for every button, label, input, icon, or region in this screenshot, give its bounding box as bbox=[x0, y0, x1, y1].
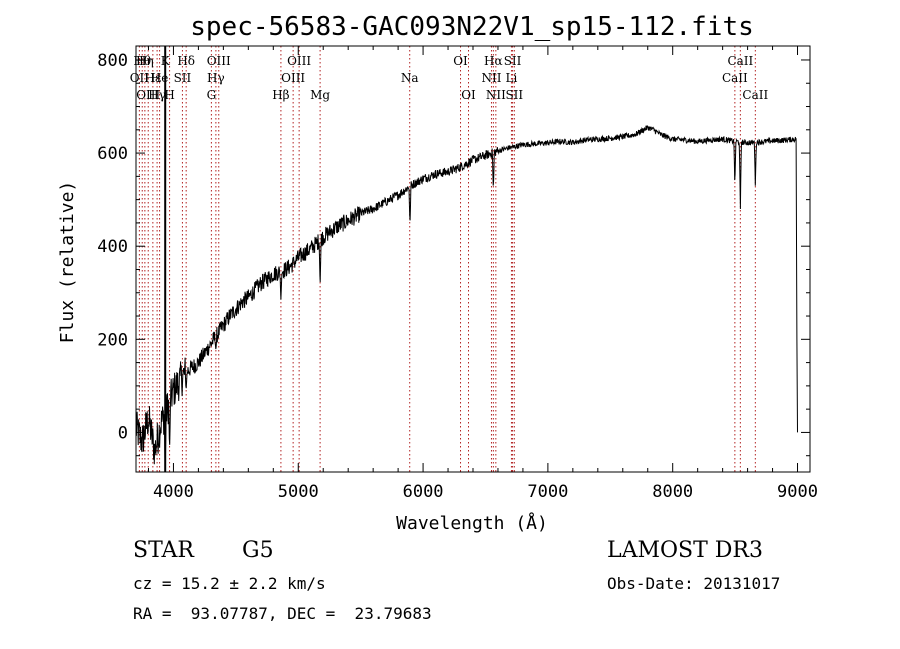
survey-name: LAMOST DR3 bbox=[607, 538, 763, 563]
x-tick-label: 9000 bbox=[777, 482, 818, 502]
line-label-hγ: Hγ bbox=[148, 88, 166, 102]
x-tick-label: 7000 bbox=[527, 482, 568, 502]
x-axis-label: Wavelength (Å) bbox=[396, 512, 548, 534]
line-label-g: G bbox=[207, 88, 217, 102]
y-tick-label: 0 bbox=[118, 423, 128, 443]
object-subclass: G5 bbox=[242, 538, 274, 563]
line-label-hδ: Hδ bbox=[177, 54, 195, 68]
x-tick-label: 8000 bbox=[652, 482, 693, 502]
line-label-he: He bbox=[151, 71, 169, 85]
obs-date: Obs-Date: 20131017 bbox=[607, 574, 781, 593]
line-label-oiii: OIII bbox=[136, 88, 160, 102]
spectral-line-labels: OIIHθHηOIIIHεHγHeKHSIIHδGHγOIIIHβOIIIOII… bbox=[130, 54, 769, 102]
line-label-sii: SII bbox=[505, 88, 523, 102]
line-label-oii: OII bbox=[130, 71, 150, 85]
line-label-li: Li bbox=[506, 71, 518, 85]
line-label-mg: Mg bbox=[310, 88, 330, 102]
line-label-nii: NII bbox=[481, 71, 501, 85]
y-tick-label: 600 bbox=[97, 144, 128, 164]
spectrum-series bbox=[135, 125, 798, 470]
x-axis-ticks: 4000 5000 6000 7000 8000 9000 bbox=[147, 46, 818, 502]
line-label-oiii: OIII bbox=[207, 54, 231, 68]
line-label-h: H bbox=[164, 88, 174, 102]
line-label-caii: CaII bbox=[722, 71, 748, 85]
line-label-hε: Hε bbox=[145, 71, 162, 85]
spectral-line-markers bbox=[138, 46, 756, 472]
spectrum-line bbox=[135, 125, 798, 470]
line-label-oi: OI bbox=[461, 88, 476, 102]
line-label-hη: Hη bbox=[136, 54, 154, 68]
line-label-hθ: Hθ bbox=[133, 54, 151, 68]
y-axis-label: Flux (relative) bbox=[57, 181, 78, 344]
redshift-readout: cz = 15.2 ± 2.2 km/s bbox=[133, 574, 326, 593]
x-tick-label: 6000 bbox=[403, 482, 444, 502]
spectrum-chart: spec-56583-GAC093N22V1_sp15-112.fits OII… bbox=[57, 12, 818, 534]
chart-title: spec-56583-GAC093N22V1_sp15-112.fits bbox=[190, 12, 754, 42]
line-label-hβ: Hβ bbox=[272, 88, 289, 102]
y-tick-label: 800 bbox=[97, 51, 128, 71]
line-label-oiii: OIII bbox=[281, 71, 305, 85]
line-label-oi: OI bbox=[453, 54, 468, 68]
line-label-na: Na bbox=[401, 71, 419, 85]
coordinates: RA = 93.07787, DEC = 23.79683 bbox=[133, 604, 432, 623]
y-tick-label: 400 bbox=[97, 237, 128, 257]
line-label-k: K bbox=[161, 54, 171, 68]
y-tick-label: 200 bbox=[97, 330, 128, 350]
x-tick-label: 4000 bbox=[153, 482, 194, 502]
line-label-sii: SII bbox=[174, 71, 192, 85]
line-label-caii: CaII bbox=[742, 88, 768, 102]
line-label-nii: NII bbox=[486, 88, 506, 102]
line-label-caii: CaII bbox=[727, 54, 753, 68]
y-axis-ticks: 0 200 400 600 800 bbox=[97, 51, 810, 457]
line-label-hγ: Hγ bbox=[207, 71, 225, 85]
line-label-sii: SII bbox=[504, 54, 522, 68]
plot-frame bbox=[135, 45, 811, 473]
object-class: STAR bbox=[133, 538, 194, 563]
line-label-hα: Hα bbox=[484, 54, 503, 68]
line-label-oiii: OIII bbox=[287, 54, 311, 68]
x-tick-label: 5000 bbox=[278, 482, 319, 502]
